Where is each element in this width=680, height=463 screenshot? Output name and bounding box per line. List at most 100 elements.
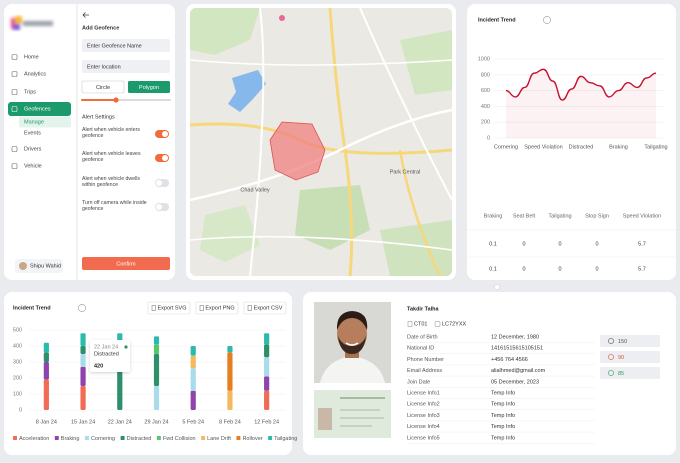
export-icon [247, 305, 252, 311]
field-value: Temp Info [491, 413, 515, 419]
driver-tag: CT01 [414, 321, 427, 327]
legend-label: Cornering [91, 436, 115, 442]
table-cell: 0.1 [489, 241, 497, 247]
profile-panel [303, 292, 676, 455]
nav-item[interactable]: Drivers [24, 146, 42, 152]
pager-dot[interactable] [494, 284, 500, 290]
x-tick-label: Cornering [494, 144, 518, 150]
input-placeholder: Enter Geofence Name [87, 43, 142, 49]
nav-icon [11, 106, 18, 112]
nav-item[interactable]: Home [24, 54, 39, 60]
bar-segment [80, 333, 86, 346]
back-arrow[interactable] [82, 12, 89, 18]
chart-title: Incident Trend [13, 305, 51, 311]
road [190, 235, 452, 251]
nav-icon [11, 163, 18, 169]
y-tick-label: 0 [19, 407, 22, 413]
road [249, 8, 265, 276]
nav-item[interactable]: Geofences [24, 106, 51, 112]
table-header: Braking [484, 213, 503, 219]
legend-swatch [84, 436, 89, 440]
license-image [314, 390, 391, 438]
map[interactable] [190, 8, 452, 276]
legend-label: Rollover [242, 436, 262, 442]
stat-box [600, 351, 660, 363]
export-button[interactable] [195, 301, 239, 315]
polygon-button[interactable] [128, 81, 170, 93]
geofence-polygon[interactable] [269, 121, 326, 181]
photo-hair [336, 311, 368, 330]
map-pin [279, 15, 285, 21]
photo-shirt [320, 356, 385, 383]
table-cell: 0 [522, 241, 525, 247]
table-header: Stop Sign [585, 213, 609, 219]
nav-item[interactable]: Trips [24, 89, 36, 95]
park [200, 205, 260, 262]
geofence-name-input[interactable] [82, 39, 170, 52]
field-label: License Info1 [407, 390, 440, 396]
y-tick-label: 200 [13, 375, 22, 381]
export-label: Export PNG [205, 305, 234, 311]
chart-title: Incident Trend [478, 17, 516, 23]
alert-label: Alert when vehicle dwells within geofenc… [82, 176, 140, 189]
location-input[interactable] [82, 60, 170, 73]
slider-knob[interactable] [113, 97, 119, 103]
table-header: Tailgating [548, 213, 571, 219]
export-button[interactable] [147, 301, 191, 315]
tag-icon [434, 321, 441, 327]
logo [11, 16, 53, 30]
y-tick-label: 300 [13, 359, 22, 365]
field-label: Phone Number [407, 357, 444, 363]
bar-segment [43, 352, 49, 362]
user-box[interactable] [15, 259, 63, 273]
input-placeholder: Enter location [87, 64, 121, 70]
alert-label-box: Alert when vehicle dwells within geofenc… [82, 176, 140, 189]
bar-segment [227, 352, 233, 391]
table-cell: 0 [522, 266, 525, 272]
field-label: Email Address [407, 368, 442, 374]
road [190, 108, 452, 202]
alert-label-box: Alert when vehicle leaves geofence [82, 151, 141, 163]
info-icon[interactable] [543, 16, 551, 24]
stat-value: 150 [618, 339, 627, 345]
circle-button[interactable] [81, 80, 125, 94]
subnav-item[interactable]: Manage [24, 119, 44, 125]
nav-active[interactable] [8, 102, 71, 116]
bar-segment [264, 333, 270, 345]
bar-segment [43, 342, 49, 353]
info-icon[interactable] [78, 304, 86, 312]
x-tick-label: Speed Violation [524, 144, 562, 150]
y-tick-label: 100 [13, 391, 22, 397]
table-header: Speed Violation [623, 213, 661, 219]
x-tick-label: Braking [609, 144, 628, 150]
legend-swatch [120, 436, 125, 440]
map-label: Park Central [390, 169, 421, 175]
subnav-item[interactable]: Events [24, 130, 41, 136]
field-label: Date of Birth [407, 334, 438, 340]
legend-swatch [236, 436, 241, 440]
bar-segment [190, 390, 196, 410]
legend-label: Braking [61, 436, 80, 442]
tag-icon [407, 321, 413, 327]
stat-value: 85 [618, 371, 624, 377]
field-label: National ID [407, 346, 434, 352]
toggle-knob [162, 131, 168, 137]
x-tick-label: Distracted [569, 144, 594, 150]
nav-item[interactable]: Analytics [24, 71, 46, 77]
field-value: Temp Info [491, 424, 515, 430]
tooltip-series: Distracted [94, 351, 119, 357]
y-tick-label: 1000 [478, 56, 490, 62]
x-tick-label: 12 Feb 24 [254, 419, 279, 425]
y-tick-label: 0 [487, 135, 490, 141]
table-header: Seat Belt [513, 213, 536, 219]
bar-segment [264, 357, 270, 377]
confirm-button[interactable] [82, 257, 170, 270]
export-button[interactable] [243, 301, 287, 315]
road [190, 59, 452, 66]
bar-segment [43, 379, 49, 410]
bar-segment [80, 366, 86, 386]
nav-item[interactable]: Vehicle [24, 163, 42, 169]
lake [228, 70, 266, 112]
